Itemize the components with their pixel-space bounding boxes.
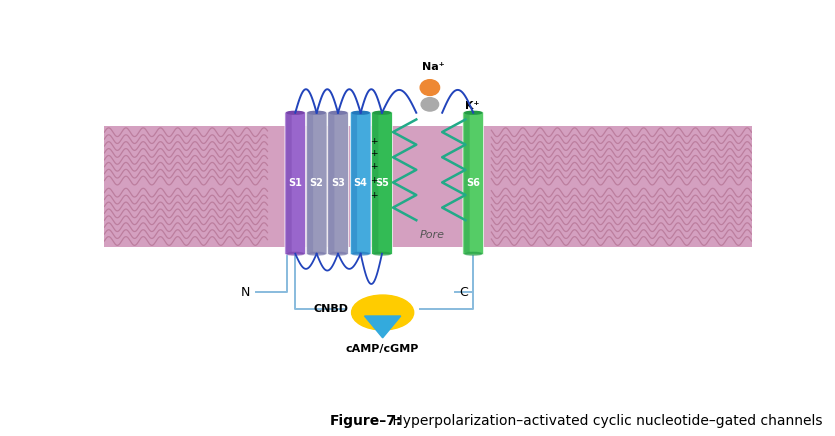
Ellipse shape (352, 111, 369, 114)
Text: Na⁺: Na⁺ (422, 62, 444, 72)
Text: +: + (370, 137, 377, 146)
FancyBboxPatch shape (329, 114, 335, 252)
Ellipse shape (373, 111, 391, 114)
Ellipse shape (352, 252, 369, 255)
Text: Figure–7:: Figure–7: (0, 435, 1, 436)
Ellipse shape (330, 252, 347, 255)
Text: Figure–7:: Figure–7: (0, 435, 1, 436)
Text: CNBD: CNBD (313, 304, 348, 314)
Text: +: + (370, 149, 377, 157)
Ellipse shape (352, 295, 413, 330)
Text: Hyperpolarization–activated cyclic nucleotide–gated channels: Hyperpolarization–activated cyclic nucle… (388, 414, 822, 428)
FancyBboxPatch shape (351, 112, 371, 255)
Ellipse shape (465, 252, 482, 255)
FancyBboxPatch shape (285, 112, 306, 255)
Ellipse shape (373, 252, 391, 255)
Polygon shape (365, 316, 401, 338)
Text: S2: S2 (310, 178, 324, 188)
Text: S6: S6 (466, 178, 480, 188)
Text: Figure–7: Hyperpolarization–activated cyclic nucleotide–gated channels: Figure–7: Hyperpolarization–activated cy… (0, 435, 1, 436)
FancyBboxPatch shape (327, 112, 348, 255)
FancyBboxPatch shape (352, 114, 357, 252)
FancyBboxPatch shape (286, 114, 291, 252)
Text: cAMP/cGMP: cAMP/cGMP (346, 344, 419, 354)
Text: C: C (459, 286, 468, 299)
Text: N: N (240, 286, 250, 299)
FancyBboxPatch shape (373, 114, 378, 252)
Ellipse shape (330, 111, 347, 114)
Ellipse shape (287, 111, 304, 114)
Text: Pore: Pore (420, 230, 445, 240)
FancyBboxPatch shape (463, 112, 483, 255)
Ellipse shape (308, 252, 325, 255)
FancyBboxPatch shape (306, 112, 327, 255)
FancyBboxPatch shape (464, 114, 469, 252)
Ellipse shape (421, 98, 438, 111)
Text: K⁺: K⁺ (465, 101, 480, 111)
Bar (104, 126, 752, 247)
Text: +: + (370, 191, 377, 200)
Ellipse shape (420, 80, 439, 95)
Ellipse shape (308, 111, 325, 114)
FancyBboxPatch shape (372, 112, 392, 255)
Ellipse shape (287, 252, 304, 255)
Ellipse shape (465, 111, 482, 114)
Text: S1: S1 (288, 178, 302, 188)
Text: S3: S3 (331, 178, 345, 188)
Text: +: + (370, 162, 377, 171)
Text: +: + (370, 176, 377, 185)
FancyBboxPatch shape (307, 114, 313, 252)
Text: S4: S4 (354, 178, 367, 188)
Text: Figure–7:: Figure–7: (330, 414, 402, 428)
Text: S5: S5 (375, 178, 389, 188)
